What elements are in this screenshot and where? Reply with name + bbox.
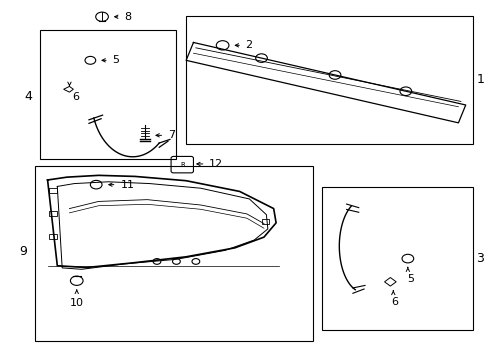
Text: 1: 1 xyxy=(475,73,483,86)
Text: 3: 3 xyxy=(475,252,483,265)
Bar xyxy=(186,16,472,144)
Text: 2: 2 xyxy=(245,40,252,50)
Text: 7: 7 xyxy=(167,130,174,140)
Text: 9: 9 xyxy=(20,245,27,258)
Text: 5: 5 xyxy=(407,274,413,284)
Bar xyxy=(35,166,312,341)
Bar xyxy=(49,234,57,239)
Text: 10: 10 xyxy=(70,298,83,308)
Bar xyxy=(49,211,57,216)
Text: R: R xyxy=(180,162,184,168)
Text: 5: 5 xyxy=(112,55,119,65)
Bar xyxy=(322,187,472,330)
Bar xyxy=(261,219,269,224)
Text: 12: 12 xyxy=(208,159,223,169)
Bar xyxy=(40,30,176,158)
Text: 6: 6 xyxy=(72,92,79,102)
Text: 11: 11 xyxy=(120,180,134,190)
Text: 8: 8 xyxy=(123,12,131,22)
Text: 6: 6 xyxy=(391,297,398,307)
Bar xyxy=(49,188,57,193)
Text: 4: 4 xyxy=(24,90,32,103)
